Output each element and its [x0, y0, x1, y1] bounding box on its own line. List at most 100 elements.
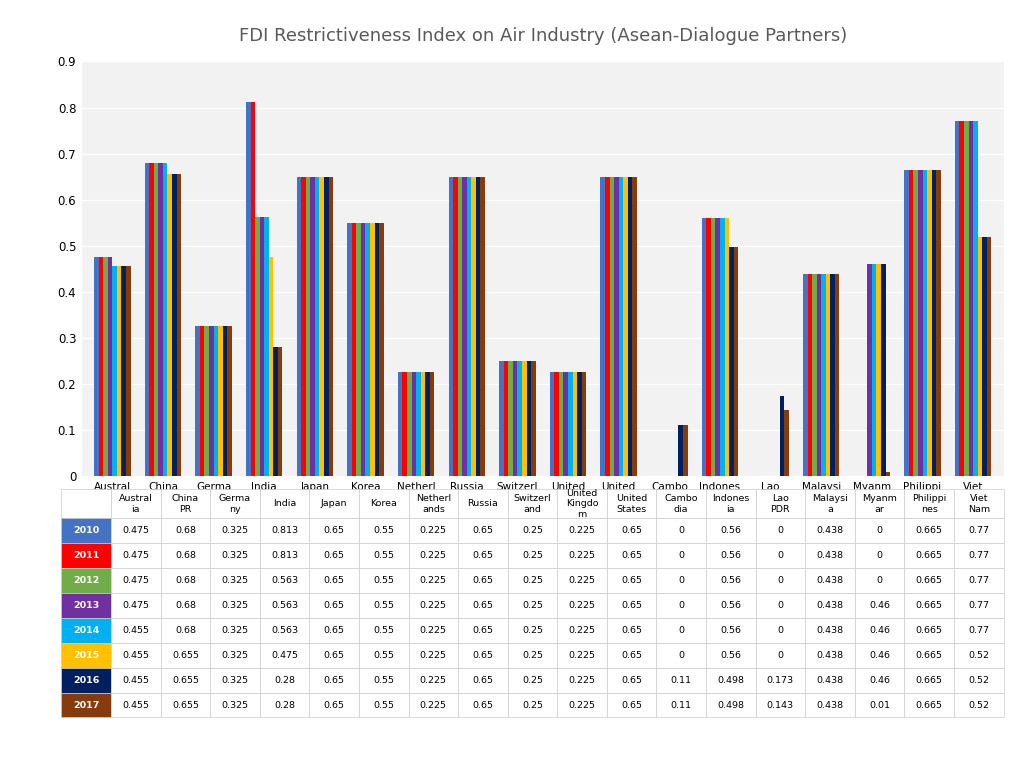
Bar — [817, 274, 821, 476]
Bar — [314, 177, 319, 476]
Bar — [508, 361, 513, 476]
Bar — [918, 170, 923, 476]
Bar — [310, 177, 314, 476]
Bar — [356, 223, 360, 476]
Bar — [430, 372, 434, 476]
Bar — [379, 223, 384, 476]
Bar — [150, 163, 154, 476]
Bar — [108, 257, 113, 476]
Bar — [683, 425, 687, 476]
Bar — [168, 174, 172, 476]
Bar — [923, 170, 927, 476]
Bar — [707, 218, 711, 476]
Bar — [458, 177, 462, 476]
Bar — [867, 264, 871, 476]
Bar — [618, 177, 624, 476]
Bar — [614, 177, 618, 476]
Bar — [251, 101, 255, 476]
Bar — [301, 177, 306, 476]
Bar — [319, 177, 324, 476]
Bar — [711, 218, 716, 476]
Bar — [978, 237, 982, 476]
Bar — [628, 177, 633, 476]
Bar — [214, 326, 218, 476]
Bar — [200, 326, 205, 476]
Bar — [679, 425, 683, 476]
Bar — [172, 174, 176, 476]
Bar — [701, 218, 707, 476]
Bar — [273, 347, 278, 476]
Bar — [720, 218, 725, 476]
Bar — [117, 266, 122, 476]
Title: FDI Restrictiveness Index on Air Industry (Asean-Dialogue Partners): FDI Restrictiveness Index on Air Industr… — [239, 27, 847, 45]
Bar — [467, 177, 471, 476]
Bar — [568, 372, 572, 476]
Bar — [324, 177, 329, 476]
Bar — [222, 326, 227, 476]
Bar — [572, 372, 578, 476]
Bar — [955, 121, 959, 476]
Bar — [347, 223, 352, 476]
Bar — [94, 257, 98, 476]
Bar — [176, 174, 181, 476]
Bar — [624, 177, 628, 476]
Bar — [412, 372, 416, 476]
Bar — [969, 121, 973, 476]
Bar — [936, 170, 941, 476]
Bar — [779, 396, 784, 476]
Bar — [154, 163, 159, 476]
Bar — [306, 177, 310, 476]
Bar — [563, 372, 568, 476]
Bar — [407, 372, 412, 476]
Bar — [449, 177, 453, 476]
Bar — [904, 170, 909, 476]
Bar — [881, 264, 886, 476]
Bar — [964, 121, 969, 476]
Bar — [729, 247, 733, 476]
Bar — [425, 372, 430, 476]
Bar — [578, 372, 582, 476]
Bar — [927, 170, 932, 476]
Bar — [825, 274, 830, 476]
Bar — [812, 274, 817, 476]
Bar — [196, 326, 200, 476]
Bar — [803, 274, 808, 476]
Bar — [416, 372, 421, 476]
Bar — [733, 247, 738, 476]
Bar — [559, 372, 563, 476]
Bar — [808, 274, 812, 476]
Bar — [260, 217, 264, 476]
Bar — [209, 326, 214, 476]
Bar — [554, 372, 559, 476]
Bar — [453, 177, 458, 476]
Bar — [959, 121, 964, 476]
Bar — [264, 217, 268, 476]
Bar — [913, 170, 918, 476]
Bar — [159, 163, 163, 476]
Bar — [517, 361, 522, 476]
Bar — [370, 223, 375, 476]
Bar — [582, 372, 587, 476]
Bar — [609, 177, 614, 476]
Bar — [522, 361, 526, 476]
Bar — [886, 472, 890, 476]
Bar — [526, 361, 531, 476]
Bar — [402, 372, 407, 476]
Bar — [513, 361, 517, 476]
Bar — [499, 361, 504, 476]
Bar — [163, 163, 168, 476]
Bar — [126, 266, 130, 476]
Bar — [600, 177, 605, 476]
Bar — [113, 266, 117, 476]
Bar — [835, 274, 840, 476]
Bar — [103, 257, 108, 476]
Bar — [218, 326, 222, 476]
Bar — [531, 361, 536, 476]
Bar — [205, 326, 209, 476]
Bar — [480, 177, 485, 476]
Bar — [329, 177, 333, 476]
Bar — [987, 237, 991, 476]
Bar — [366, 223, 370, 476]
Bar — [227, 326, 231, 476]
Bar — [360, 223, 366, 476]
